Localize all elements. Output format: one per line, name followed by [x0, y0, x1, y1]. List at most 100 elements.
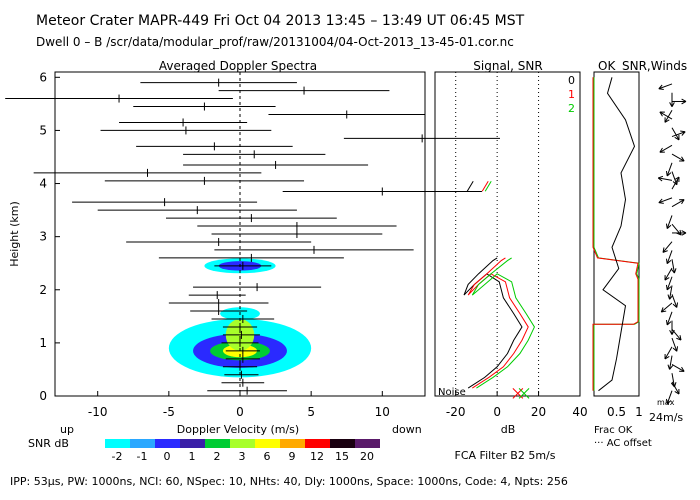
winds-x-ticks: 0.5 1 — [607, 405, 643, 419]
wind-arrow-32 — [664, 109, 673, 123]
colorbar-swatch-7 — [280, 439, 305, 448]
signal-height-marker — [466, 180, 530, 399]
wind-arrow-head-5 — [664, 353, 670, 360]
wind-arrow-head-24 — [657, 175, 664, 182]
wind-arrow-9 — [666, 311, 673, 326]
wind-arrow-head-7 — [676, 335, 682, 341]
doppler-contours — [168, 258, 312, 378]
signal-xtick-label-0: -20 — [446, 405, 466, 419]
colorbar-label-6: 6 — [264, 450, 271, 463]
colorbar-label-10: 20 — [360, 450, 374, 463]
wind-arrow-0 — [666, 390, 673, 405]
wind-arrow-head-23 — [674, 176, 680, 183]
wind-arrow-21 — [671, 199, 685, 208]
height-tick-label-0: 0 — [39, 389, 47, 403]
wind-arrow-5 — [664, 346, 673, 360]
wind-arrow-head-35 — [658, 84, 664, 90]
wind-arrow-head-22 — [658, 198, 664, 204]
signal-legend-2: 2 — [568, 102, 575, 115]
colorbar-swatch-9 — [330, 439, 355, 448]
signal-series — [463, 257, 535, 389]
wind-arrow-13 — [666, 276, 673, 291]
signal-legend-1: 1 — [568, 88, 575, 101]
wind-arrow-head-31 — [659, 111, 665, 117]
colorbar-swatch-5 — [230, 439, 255, 448]
colorbar-labels: -2 -1 0 1 2 3 6 9 12 15 20 — [112, 450, 374, 463]
signal-title: Signal, SNR — [473, 59, 542, 73]
signal-legend: 012 — [568, 74, 575, 115]
wind-arrow-head-29 — [680, 130, 686, 136]
height-tick-label-3: 3 — [39, 230, 47, 244]
doppler-xtick-label-2: 0 — [236, 405, 244, 419]
snr-profile-line — [598, 77, 636, 392]
wind-arrow-22 — [658, 197, 673, 204]
header-filepath: Dwell 0 – B /scr/data/modular_prof/raw/2… — [36, 35, 514, 49]
wind-arrow-20 — [666, 215, 673, 229]
wind-arrow-head-18 — [681, 230, 687, 236]
wind-arrow-16 — [666, 250, 673, 264]
wind-arrow-head-3 — [679, 366, 685, 372]
wind-arrow-6 — [671, 337, 678, 352]
colorbar-swatch-3 — [180, 439, 205, 448]
wind-arrow-15 — [671, 259, 675, 274]
wind-arrow-30 — [671, 127, 680, 141]
noise-cross-green — [518, 387, 530, 399]
height-tick-label-4: 4 — [39, 177, 47, 191]
wind-arrow-head-6 — [672, 346, 679, 352]
doppler-xtick-label-1: -5 — [163, 405, 175, 419]
wind-arrow-24 — [658, 177, 673, 181]
wind-arrow-31 — [659, 111, 673, 120]
colorbar-label-1: -1 — [137, 450, 148, 463]
colorbar-label-5: 3 — [239, 450, 246, 463]
height-tick-label-2: 2 — [39, 283, 47, 297]
signal-series-0 — [463, 257, 523, 389]
signal-x-label: dB — [501, 423, 516, 436]
wind-arrow-17 — [662, 241, 673, 253]
wind-arrow-head-33 — [681, 98, 687, 105]
wind-arrow-head-17 — [662, 247, 668, 253]
wind-arrow-3 — [671, 363, 685, 372]
wind-arrow-head-14 — [664, 275, 670, 281]
signal-series-2 — [471, 257, 535, 389]
colorbar-swatch-10 — [355, 439, 380, 448]
wind-arrow-head-1 — [674, 389, 680, 395]
filter-label: FCA Filter B2 5m/s — [455, 449, 556, 462]
wind-arrow-head-15 — [670, 268, 677, 274]
wind-arrow-head-34 — [669, 102, 675, 107]
up-label: up — [60, 423, 74, 436]
wind-arrow-14 — [664, 267, 673, 281]
winds-title: SNR,Winds — [622, 59, 687, 73]
doppler-moments — [5, 78, 500, 395]
colorbar-label-0: -2 — [112, 450, 123, 463]
wind-arrow-head-32 — [664, 117, 670, 123]
winds-xtick-label-0: 0.5 — [607, 405, 626, 419]
doppler-title: Averaged Doppler Spectra — [159, 59, 317, 73]
wind-arrow-35 — [658, 83, 673, 90]
wind-arrow-head-10 — [660, 307, 667, 313]
wind-arrow-head-25 — [672, 179, 679, 186]
colorbar-label-2: 0 — [164, 450, 171, 463]
height-tick-label-1: 1 — [39, 336, 47, 350]
signal-xtick-label-3: 40 — [572, 405, 587, 419]
doppler-y-ticks: 0 1 2 3 4 5 6 — [39, 70, 60, 403]
down-label: down — [392, 423, 422, 436]
wind-arrow-head-4 — [667, 364, 674, 370]
colorbar-swatch-2 — [155, 439, 180, 448]
wind-arrow-head-16 — [665, 258, 672, 264]
colorbar-swatch-1 — [130, 439, 155, 448]
snr-colorbar-label: SNR dB — [28, 437, 69, 450]
colorbar-label-4: 2 — [214, 450, 221, 463]
signal-legend-0: 0 — [568, 74, 575, 87]
frac-ok-line-green — [593, 77, 640, 391]
wind-arrow-12 — [669, 285, 673, 300]
signal-frame — [434, 71, 581, 397]
wind-scale-label: 24m/s — [649, 411, 683, 424]
winds-lines — [592, 77, 640, 392]
signal-series-1 — [467, 257, 529, 389]
wind-arrow-4 — [669, 355, 673, 370]
footer-params: IPP: 53μs, PW: 1000ns, NCI: 60, NSpec: 1… — [10, 475, 568, 488]
colorbar-swatch-0 — [105, 439, 130, 448]
noise-cross-red — [512, 387, 524, 399]
wind-arrow-head-26 — [665, 170, 672, 177]
signal-xtick-label-2: 20 — [531, 405, 546, 419]
